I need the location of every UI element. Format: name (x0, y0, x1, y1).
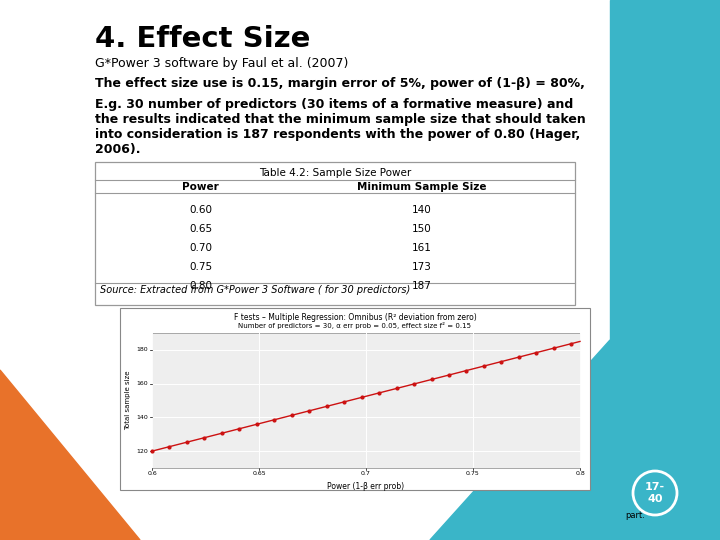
Text: 173: 173 (411, 262, 431, 272)
Text: into consideration is 187 respondents with the power of 0.80 (Hager,: into consideration is 187 respondents wi… (95, 128, 580, 141)
Polygon shape (430, 340, 610, 540)
Text: Power (1-β err prob): Power (1-β err prob) (328, 482, 405, 491)
Text: 120: 120 (136, 449, 148, 454)
Bar (610, 0, 720, 540)
Text: 0.60: 0.60 (189, 205, 212, 215)
Bar (95, 162, 575, 305)
Text: the results indicated that the minimum sample size that should taken: the results indicated that the minimum s… (95, 113, 586, 126)
Text: Power: Power (182, 182, 219, 192)
Text: 187: 187 (411, 281, 431, 291)
Text: Table 4.2: Sample Size Power: Table 4.2: Sample Size Power (259, 168, 411, 178)
Text: G*Power 3 software by Faul et al. (2007): G*Power 3 software by Faul et al. (2007) (95, 57, 348, 70)
Text: Minimum Sample Size: Minimum Sample Size (356, 182, 486, 192)
Text: 150: 150 (412, 224, 431, 234)
Text: 0.80: 0.80 (189, 281, 212, 291)
Text: E.g. 30 number of predictors (30 items of a formative measure) and: E.g. 30 number of predictors (30 items o… (95, 98, 573, 111)
Text: The effect size use is 0.15, margin error of 5%, power of (1-β) = 80%,: The effect size use is 0.15, margin erro… (95, 77, 585, 90)
Text: 140: 140 (136, 415, 148, 420)
Text: 17-: 17- (645, 482, 665, 492)
Text: Total sample size: Total sample size (125, 371, 131, 430)
Text: 2006).: 2006). (95, 143, 140, 156)
Polygon shape (0, 370, 140, 540)
Text: 160: 160 (136, 381, 148, 386)
Bar (120, 308, 590, 490)
Text: 0.70: 0.70 (189, 243, 212, 253)
Text: F tests – Multiple Regression: Omnibus (R² deviation from zero): F tests – Multiple Regression: Omnibus (… (233, 313, 477, 322)
Text: 140: 140 (412, 205, 431, 215)
Text: 0.65: 0.65 (189, 224, 212, 234)
Text: 0.75: 0.75 (466, 471, 480, 476)
Text: Number of predictors = 30, α err prob = 0.05, effect size f² = 0.15: Number of predictors = 30, α err prob = … (238, 322, 472, 329)
Text: part.: part. (625, 511, 645, 520)
Text: 4. Effect Size: 4. Effect Size (95, 25, 310, 53)
Text: Source: Extracted from G*Power 3 Software ( for 30 predictors): Source: Extracted from G*Power 3 Softwar… (100, 285, 410, 295)
Text: 0.6: 0.6 (147, 471, 157, 476)
Text: 0.7: 0.7 (361, 471, 371, 476)
Circle shape (633, 471, 677, 515)
Text: 40: 40 (647, 494, 662, 504)
Text: 0.65: 0.65 (252, 471, 266, 476)
Text: 0.75: 0.75 (189, 262, 212, 272)
Text: 180: 180 (136, 347, 148, 353)
Text: 0.8: 0.8 (575, 471, 585, 476)
Bar (152, 333, 580, 468)
Text: 161: 161 (411, 243, 431, 253)
